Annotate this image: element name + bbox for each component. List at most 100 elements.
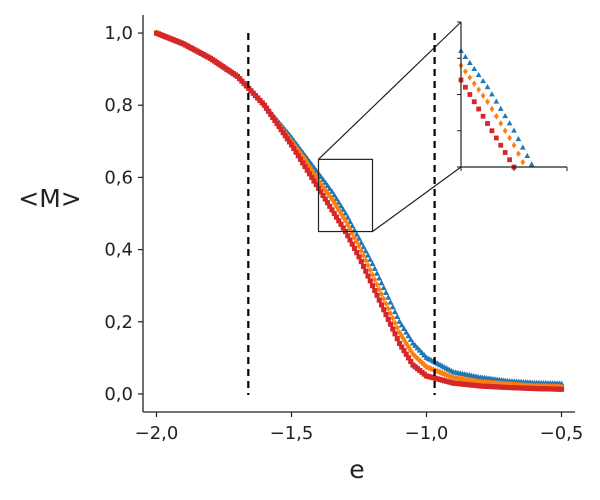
x-tick-label: −2,0 [135, 423, 179, 444]
data-point [340, 206, 347, 212]
data-point [333, 195, 340, 202]
data-point [439, 369, 445, 377]
data-point [293, 149, 299, 155]
data-point [360, 252, 367, 260]
data-point [297, 156, 304, 162]
data-point [485, 98, 490, 105]
data-point [278, 127, 284, 133]
data-point [320, 192, 326, 199]
data-point [328, 188, 336, 194]
data-point [371, 265, 378, 271]
data-point [507, 134, 512, 142]
data-point [329, 195, 335, 203]
x-tick-label: −1,5 [270, 423, 314, 444]
data-point [515, 136, 522, 142]
data-point [367, 278, 373, 284]
data-point [369, 283, 376, 289]
data-point [340, 225, 346, 231]
data-point [331, 192, 338, 198]
data-point [360, 243, 367, 250]
data-point [394, 324, 400, 332]
data-point [463, 68, 468, 75]
data-point [351, 245, 358, 251]
data-point [519, 144, 526, 150]
connector-line [372, 166, 462, 233]
data-point [400, 325, 408, 332]
data-point [391, 308, 399, 315]
data-point [394, 336, 400, 342]
data-point [380, 284, 387, 291]
data-point [383, 312, 389, 318]
data-point [372, 276, 378, 284]
data-point [313, 174, 319, 181]
data-point [333, 202, 340, 210]
data-point [324, 182, 331, 188]
inset-plot [457, 21, 568, 171]
data-point [497, 105, 504, 111]
reference-lines [247, 33, 436, 395]
data-point [345, 233, 351, 239]
data-point [396, 340, 403, 346]
data-point [295, 153, 301, 159]
zoom-box [317, 158, 374, 233]
data-point [318, 189, 324, 195]
data-point [489, 91, 495, 97]
data-point [364, 252, 372, 258]
data-point [387, 309, 394, 317]
data-point [558, 386, 565, 392]
data-point [385, 316, 391, 322]
data-point [394, 313, 401, 320]
data-point [372, 287, 378, 294]
data-point [363, 257, 369, 264]
data-point [268, 111, 274, 117]
data-point [302, 164, 308, 170]
data-point [462, 53, 469, 59]
data-point [374, 281, 380, 288]
data-point [463, 84, 468, 90]
data-point [274, 121, 280, 127]
data-point [284, 136, 290, 142]
connector-line [318, 21, 462, 160]
axes: 0,0 0,2 0,4 0,6 0,8 1,0 −2,0 −1,5 −1,0 −0,5 [104, 15, 583, 444]
data-point [347, 225, 353, 233]
data-point [276, 124, 282, 130]
data-point [389, 303, 396, 310]
data-point [502, 113, 509, 119]
data-point [309, 174, 315, 180]
data-point [471, 65, 478, 72]
data-point [354, 250, 360, 256]
data-point [382, 289, 390, 295]
data-point [376, 285, 382, 293]
data-point [282, 133, 288, 139]
data-point [302, 155, 308, 163]
data-point [403, 329, 410, 335]
data-point [345, 221, 351, 229]
inset-series-triangle [458, 47, 535, 167]
data-point [516, 150, 521, 157]
data-point [264, 105, 270, 111]
y-tick-label: 0,4 [104, 240, 133, 261]
data-point [485, 121, 490, 126]
data-point [493, 98, 500, 104]
y-tick-label: 0,0 [104, 384, 133, 405]
data-point [336, 218, 342, 224]
data-points [153, 29, 565, 392]
data-point [266, 108, 272, 114]
zoom-connector-lines [318, 21, 462, 233]
data-point [358, 259, 364, 265]
data-point [358, 247, 364, 255]
data-point [387, 321, 394, 327]
data-point [360, 263, 367, 269]
data-point [338, 221, 344, 227]
data-point [383, 300, 389, 308]
data-point [378, 302, 385, 308]
data-point [309, 166, 315, 174]
data-point [365, 261, 371, 269]
data-point [476, 106, 482, 112]
data-point [466, 59, 473, 66]
data-point [342, 210, 349, 216]
data-point [335, 199, 342, 205]
y-tick-label: 0,2 [104, 312, 133, 333]
data-point [511, 127, 517, 133]
data-point [428, 365, 434, 373]
